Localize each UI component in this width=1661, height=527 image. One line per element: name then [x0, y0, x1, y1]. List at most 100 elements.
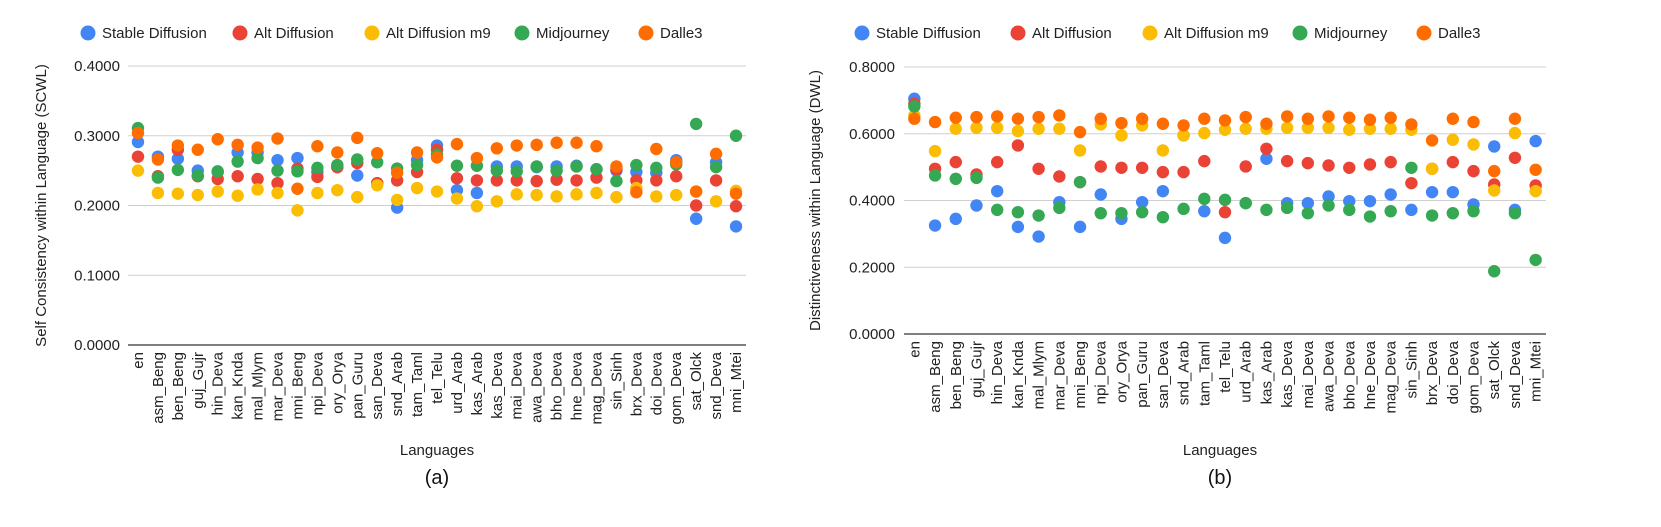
- point-a-alt-diffusion-mar-deva: [271, 176, 284, 190]
- point-b-midjourney-asm-beng: [928, 169, 942, 182]
- point-b-midjourney-sin-sinh: [1405, 161, 1418, 174]
- point-b-alt-diffusion-mal-mlym: [1032, 162, 1045, 175]
- point-a-midjourney-asm-beng: [151, 171, 165, 184]
- x-tick-label-b-kan-knda: kan_Knda: [1010, 340, 1027, 408]
- point-a-alt-diffusion-m9-pan-guru: [351, 190, 364, 204]
- caption-b: (b): [1208, 467, 1232, 489]
- point-b-alt-diffusion-m9-awa-deva: [1322, 121, 1335, 134]
- point-a-dalle3-doi-deva: [650, 142, 663, 156]
- point-a-alt-diffusion-urd-arab: [450, 172, 464, 185]
- point-a-dalle3-pan-guru: [351, 131, 364, 145]
- point-b-alt-diffusion-m9-tam-taml: [1198, 126, 1211, 140]
- point-b-dalle3-kas-arab: [1260, 117, 1273, 130]
- point-b-stable-diffusion-kas-arab: [1260, 152, 1273, 165]
- point-b-stable-diffusion-mni-mtei: [1529, 134, 1542, 148]
- point-a-dalle3-mni-mtei: [729, 187, 743, 200]
- point-a-alt-diffusion-m9-doi-deva: [650, 190, 663, 203]
- point-b-alt-diffusion-m9-guj-gujr: [970, 121, 983, 134]
- point-b-stable-diffusion-tel-telu: [1218, 231, 1232, 245]
- point-b-alt-diffusion-pan-guru: [1135, 161, 1149, 174]
- point-a-midjourney-mal-mlym: [251, 151, 264, 165]
- point-b-alt-diffusion-doi-deva: [1446, 155, 1460, 169]
- point-b-dalle3-tel-telu: [1218, 114, 1232, 127]
- point-a-alt-diffusion-m9-hin-deva: [211, 185, 224, 198]
- x-tick-label-b-hne-deva: hne_Deva: [1362, 340, 1379, 409]
- point-b-midjourney-san-deva: [1156, 210, 1170, 224]
- point-b-midjourney-ben-beng: [949, 172, 962, 186]
- chart-a: 0.0000 0.1000 0.2000 0.3000 0.4000 en asm_Beng…: [33, 25, 746, 489]
- x-tick-label-b-awa-deva: awa_Deva: [1321, 340, 1338, 412]
- point-b-midjourney-snd-arab: [1177, 202, 1190, 216]
- point-b-midjourney-mni-mtei: [1529, 253, 1542, 267]
- legend-label-a-midjourney: Midjourney: [536, 25, 610, 42]
- x-tick-label-a-guj-gujr: guj_Gujr: [190, 352, 207, 409]
- x-tick-label-a-ben-beng: ben_Beng: [170, 352, 187, 420]
- point-b-alt-diffusion-mag-deva: [1384, 155, 1397, 169]
- y-tick-label-a-3: 0.3000: [74, 128, 120, 145]
- legend-label-b-stable-diffusion: Stable Diffusion: [876, 25, 981, 42]
- x-tick-label-a-snd-deva: snd_Deva: [708, 351, 725, 419]
- point-b-midjourney-urd-arab: [1239, 196, 1252, 210]
- legend-marker-a-alt-diffusion-m9: [364, 25, 380, 41]
- legend-marker-b-alt-diffusion-m9: [1142, 25, 1158, 41]
- x-tick-label-a-mni-beng: mni_Beng: [289, 352, 306, 420]
- point-b-alt-diffusion-m9-mal-mlym: [1032, 122, 1045, 135]
- x-tick-label-b-asm-beng: asm_Beng: [927, 341, 944, 413]
- point-b-alt-diffusion-m9-asm-beng: [928, 144, 942, 158]
- point-a-stable-diffusion-ben-beng: [171, 152, 185, 165]
- point-b-midjourney-doi-deva: [1446, 206, 1460, 220]
- point-a-dalle3-mni-beng: [291, 182, 304, 195]
- point-b-midjourney-ory-orya: [1115, 206, 1128, 220]
- point-a-midjourney-npi-deva: [311, 161, 324, 175]
- x-tick-label-a-hin-deva: hin_Deva: [210, 351, 227, 415]
- point-a-alt-diffusion-m9-mai-deva: [510, 188, 523, 201]
- x-tick-label-a-sin-sinh: sin_Sinh: [608, 352, 625, 410]
- x-tick-label-a-kas-deva: kas_Deva: [489, 351, 506, 418]
- point-b-midjourney-tel-telu: [1218, 193, 1232, 207]
- point-a-alt-diffusion-m9-awa-deva: [530, 188, 543, 202]
- point-b-alt-diffusion-tel-telu: [1218, 205, 1232, 219]
- point-b-alt-diffusion-npi-deva: [1094, 160, 1107, 173]
- point-b-dalle3-tam-taml: [1198, 112, 1211, 125]
- point-b-midjourney-kan-knda: [1011, 205, 1025, 219]
- point-b-dalle3-kan-knda: [1011, 112, 1025, 125]
- point-a-midjourney-hin-deva: [211, 165, 224, 178]
- point-a-alt-diffusion-m9-kas-deva: [490, 195, 504, 208]
- point-b-stable-diffusion-sin-sinh: [1405, 203, 1418, 217]
- point-b-stable-diffusion-brx-deva: [1425, 185, 1439, 199]
- point-b-midjourney-kas-arab: [1260, 203, 1273, 217]
- point-a-stable-diffusion-mar-deva: [271, 153, 284, 167]
- point-b-midjourney-hin-deva: [990, 203, 1004, 217]
- point-a-midjourney-ben-beng: [171, 163, 185, 177]
- point-a-alt-diffusion-doi-deva: [650, 174, 663, 187]
- y-tick-label-b-3: 0.6000: [849, 126, 895, 143]
- point-b-alt-diffusion-hne-deva: [1363, 158, 1377, 171]
- x-tick-label-b-mal-mlym: mal_Mlym: [1031, 341, 1048, 409]
- legend-label-a-dalle3: Dalle3: [660, 25, 703, 42]
- point-b-midjourney-snd-deva: [1508, 206, 1522, 220]
- point-b-alt-diffusion-gom-deva: [1467, 164, 1480, 178]
- point-b-midjourney-awa-deva: [1322, 199, 1335, 212]
- point-b-dalle3-mar-deva: [1053, 109, 1066, 122]
- point-a-dalle3-tel-telu: [430, 151, 444, 164]
- y-tick-label-a-2: 0.2000: [74, 198, 120, 215]
- point-b-alt-diffusion-snd-deva: [1508, 151, 1522, 164]
- point-a-midjourney-hne-deva: [570, 160, 583, 173]
- y-tick-label-b-0: 0.0000: [849, 326, 895, 343]
- point-b-midjourney-guj-gujr: [970, 171, 983, 185]
- point-b-alt-diffusion-m9-mni-mtei: [1529, 184, 1542, 198]
- x-tick-label-b-brx-deva: brx_Deva: [1424, 340, 1441, 405]
- point-a-dalle3-bho-deva: [550, 136, 563, 149]
- point-b-alt-diffusion-m9-bho-deva: [1343, 123, 1356, 136]
- x-tick-label-a-mag-deva: mag_Deva: [588, 351, 605, 424]
- point-b-stable-diffusion-npi-deva: [1094, 188, 1107, 201]
- point-b-alt-diffusion-awa-deva: [1322, 159, 1335, 172]
- point-a-midjourney-sin-sinh: [610, 174, 623, 188]
- point-b-alt-diffusion-m9-urd-arab: [1239, 122, 1252, 135]
- point-b-alt-diffusion-hin-deva: [990, 155, 1004, 169]
- point-a-stable-diffusion-sat-olck: [689, 212, 703, 225]
- point-a-alt-diffusion-kas-arab: [470, 174, 484, 187]
- legend-label-b-dalle3: Dalle3: [1438, 25, 1481, 42]
- point-a-midjourney-doi-deva: [650, 161, 663, 175]
- point-b-dalle3-en: [908, 112, 921, 125]
